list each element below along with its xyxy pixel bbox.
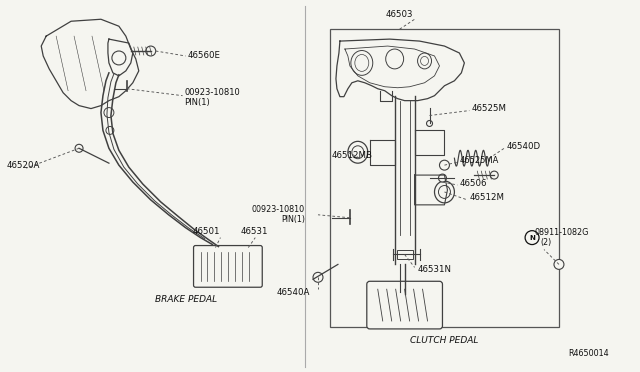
Text: R4650014: R4650014: [568, 349, 609, 358]
Text: 46525M: 46525M: [471, 104, 506, 113]
Text: 46506: 46506: [460, 179, 487, 187]
Ellipse shape: [386, 49, 404, 69]
Ellipse shape: [355, 54, 369, 71]
Text: (2): (2): [540, 238, 551, 247]
Text: 46560E: 46560E: [188, 51, 221, 61]
Text: PIN(1): PIN(1): [281, 215, 305, 224]
Circle shape: [490, 171, 498, 179]
FancyBboxPatch shape: [367, 281, 442, 329]
Circle shape: [426, 121, 433, 126]
Bar: [397, 250, 413, 259]
Text: 46512MB: 46512MB: [332, 151, 373, 160]
Ellipse shape: [352, 146, 364, 159]
Circle shape: [525, 231, 539, 244]
Ellipse shape: [351, 51, 372, 76]
Text: 46531: 46531: [241, 227, 268, 236]
Ellipse shape: [348, 141, 368, 163]
Ellipse shape: [417, 53, 431, 69]
Text: 46540D: 46540D: [506, 142, 540, 151]
Text: N: N: [529, 235, 535, 241]
Text: BRAKE PEDAL: BRAKE PEDAL: [154, 295, 217, 304]
Text: 46512M: 46512M: [469, 193, 504, 202]
Text: 46501: 46501: [193, 227, 220, 236]
Text: 46525MA: 46525MA: [460, 156, 499, 165]
Circle shape: [104, 108, 114, 118]
Text: PIN(1): PIN(1): [184, 98, 211, 107]
Text: 08911-1082G: 08911-1082G: [534, 228, 588, 237]
Circle shape: [554, 259, 564, 269]
Text: 46520A: 46520A: [6, 161, 40, 170]
Text: 46531N: 46531N: [417, 265, 452, 274]
Circle shape: [440, 160, 449, 170]
Circle shape: [313, 272, 323, 282]
Circle shape: [438, 174, 447, 182]
Bar: [330, 29, 559, 327]
Ellipse shape: [435, 181, 454, 203]
Ellipse shape: [420, 57, 429, 65]
Ellipse shape: [438, 186, 451, 198]
Text: CLUTCH PEDAL: CLUTCH PEDAL: [410, 336, 479, 345]
Circle shape: [146, 46, 156, 56]
Text: 46540A: 46540A: [276, 288, 310, 297]
Circle shape: [75, 144, 83, 152]
Text: 00923-10810: 00923-10810: [252, 205, 305, 214]
Circle shape: [112, 51, 126, 65]
FancyBboxPatch shape: [193, 246, 262, 287]
Circle shape: [106, 126, 114, 134]
Text: 00923-10810: 00923-10810: [184, 88, 241, 97]
Text: 46503: 46503: [386, 10, 413, 19]
